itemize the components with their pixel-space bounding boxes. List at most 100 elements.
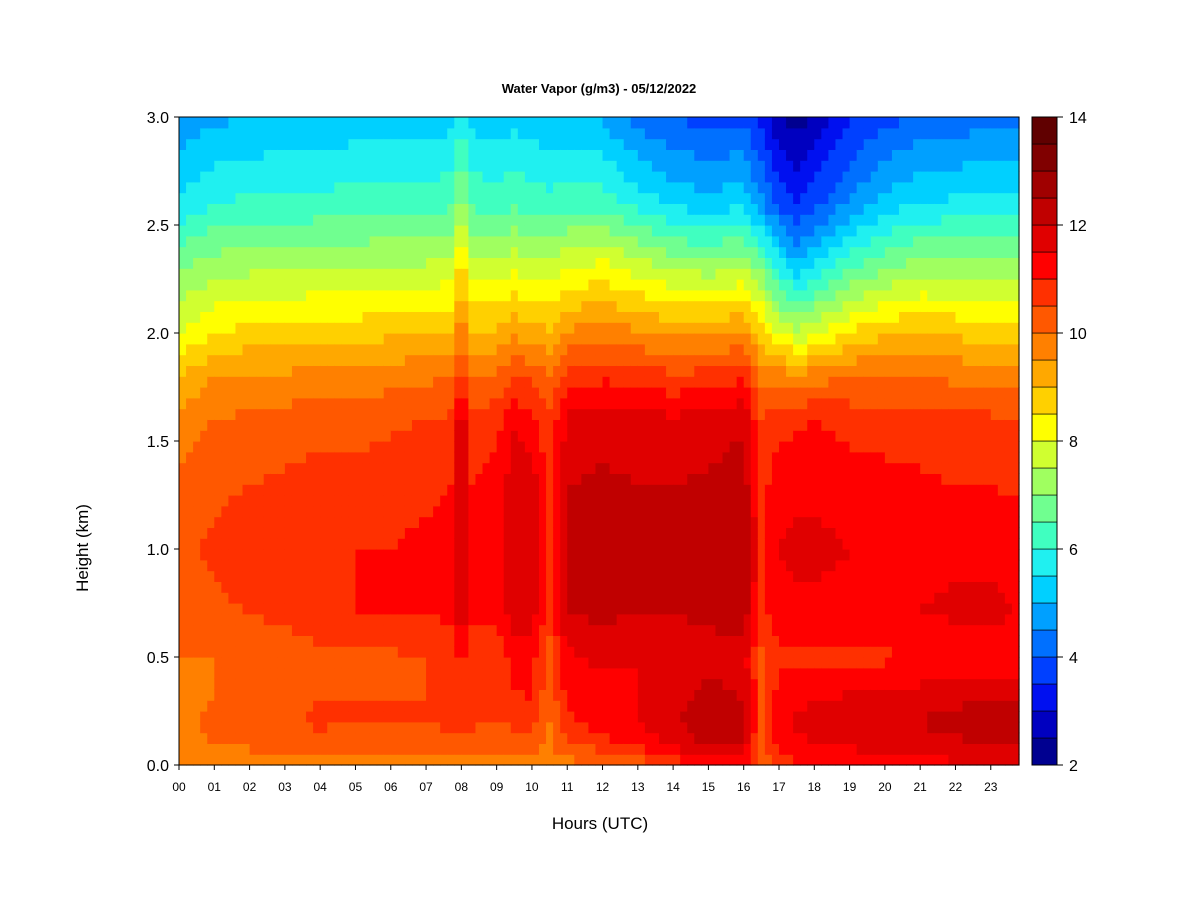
heatmap-cell	[369, 235, 378, 248]
heatmap-cell	[376, 268, 385, 280]
heatmap-cell	[256, 721, 265, 734]
heatmap-cell	[383, 203, 392, 215]
heatmap-cell	[553, 419, 561, 431]
heatmap-cell	[334, 581, 342, 593]
heatmap-cell	[411, 613, 420, 626]
heatmap-cell	[369, 354, 378, 366]
heatmap-cell	[588, 203, 597, 215]
heatmap-cell	[263, 624, 272, 636]
heatmap-cell	[320, 613, 328, 626]
heatmap-cell	[489, 203, 498, 215]
heatmap-cell	[186, 333, 194, 345]
heatmap-cell	[270, 127, 279, 140]
heatmap-cell	[313, 451, 321, 464]
heatmap-cell	[221, 289, 230, 302]
heatmap-cell	[531, 635, 540, 647]
heatmap-cell	[489, 646, 498, 658]
heatmap-cell	[461, 721, 470, 734]
heatmap-cell	[531, 462, 540, 474]
heatmap-cell	[546, 484, 554, 496]
heatmap-cell	[461, 505, 470, 518]
heatmap-cell	[687, 268, 695, 280]
heatmap-cell	[242, 257, 251, 269]
heatmap-cell	[680, 279, 688, 291]
heatmap-cell	[581, 203, 590, 215]
heatmap-cell	[553, 538, 561, 550]
heatmap-cell	[306, 527, 314, 539]
heatmap-cell	[433, 268, 441, 280]
heatmap-cell	[411, 149, 420, 161]
heatmap-cell	[433, 289, 441, 302]
heatmap-cell	[546, 354, 554, 366]
heatmap-cell	[757, 603, 766, 615]
heatmap-cell	[376, 581, 385, 593]
heatmap-cell	[567, 138, 575, 150]
heatmap-cell	[376, 203, 385, 215]
heatmap-cell	[482, 149, 491, 161]
heatmap-cell	[468, 192, 477, 204]
heatmap-cell	[426, 408, 434, 420]
heatmap-cell	[609, 235, 618, 248]
heatmap-cell	[560, 473, 568, 485]
heatmap-cell	[306, 635, 314, 647]
heatmap-cell	[447, 365, 455, 377]
heatmap-cell	[503, 203, 512, 215]
heatmap-cell	[574, 743, 582, 755]
heatmap-cell	[320, 181, 328, 194]
heatmap-cell	[228, 667, 237, 680]
heatmap-cell	[320, 538, 328, 550]
heatmap-cell	[376, 484, 385, 496]
heatmap-cell	[200, 171, 208, 183]
heatmap-cell	[221, 538, 230, 550]
heatmap-cell	[666, 127, 674, 140]
heatmap-cell	[475, 138, 484, 150]
heatmap-cell	[510, 127, 519, 140]
heatmap-cell	[200, 268, 208, 280]
heatmap-cell	[524, 516, 533, 528]
heatmap-cell	[539, 613, 547, 626]
heatmap-cell	[659, 721, 667, 734]
heatmap-cell	[404, 657, 413, 669]
heatmap-cell	[461, 667, 470, 680]
heatmap-cell	[376, 322, 385, 334]
heatmap-cell	[242, 365, 251, 377]
heatmap-cell	[320, 343, 328, 356]
heatmap-cell	[666, 343, 674, 356]
heatmap-cell	[348, 635, 357, 647]
heatmap-cell	[651, 570, 660, 582]
heatmap-cell	[517, 700, 526, 712]
heatmap-cell	[722, 127, 731, 140]
heatmap-cell	[284, 581, 293, 593]
heatmap-cell	[440, 570, 448, 582]
heatmap-cell	[390, 516, 399, 528]
heatmap-cell	[708, 311, 717, 323]
heatmap-cell	[687, 678, 695, 690]
heatmap-cell	[574, 711, 582, 723]
heatmap-cell	[595, 333, 604, 345]
heatmap-cell	[482, 462, 491, 474]
heatmap-cell	[517, 300, 526, 312]
heatmap-cell	[207, 149, 215, 161]
heatmap-cell	[411, 581, 420, 593]
heatmap-cell	[277, 117, 286, 129]
heatmap-cell	[284, 721, 293, 734]
heatmap-cell	[644, 657, 653, 669]
heatmap-cell	[313, 592, 321, 604]
heatmap-cell	[270, 311, 279, 323]
heatmap-cell	[644, 300, 653, 312]
heatmap-cell	[306, 667, 314, 680]
heatmap-cell	[256, 581, 265, 593]
heatmap-cell	[489, 624, 498, 636]
heatmap-cell	[228, 462, 237, 474]
heatmap-cell	[489, 311, 498, 323]
heatmap-cell	[369, 667, 378, 680]
heatmap-cell	[595, 495, 604, 507]
heatmap-cell	[708, 257, 717, 269]
heatmap-cell	[327, 225, 335, 237]
heatmap-cell	[419, 203, 427, 215]
heatmap-cell	[715, 138, 724, 150]
heatmap-cell	[461, 711, 470, 723]
heatmap-cell	[433, 354, 441, 366]
heatmap-cell	[419, 300, 427, 312]
heatmap-cell	[348, 214, 357, 226]
